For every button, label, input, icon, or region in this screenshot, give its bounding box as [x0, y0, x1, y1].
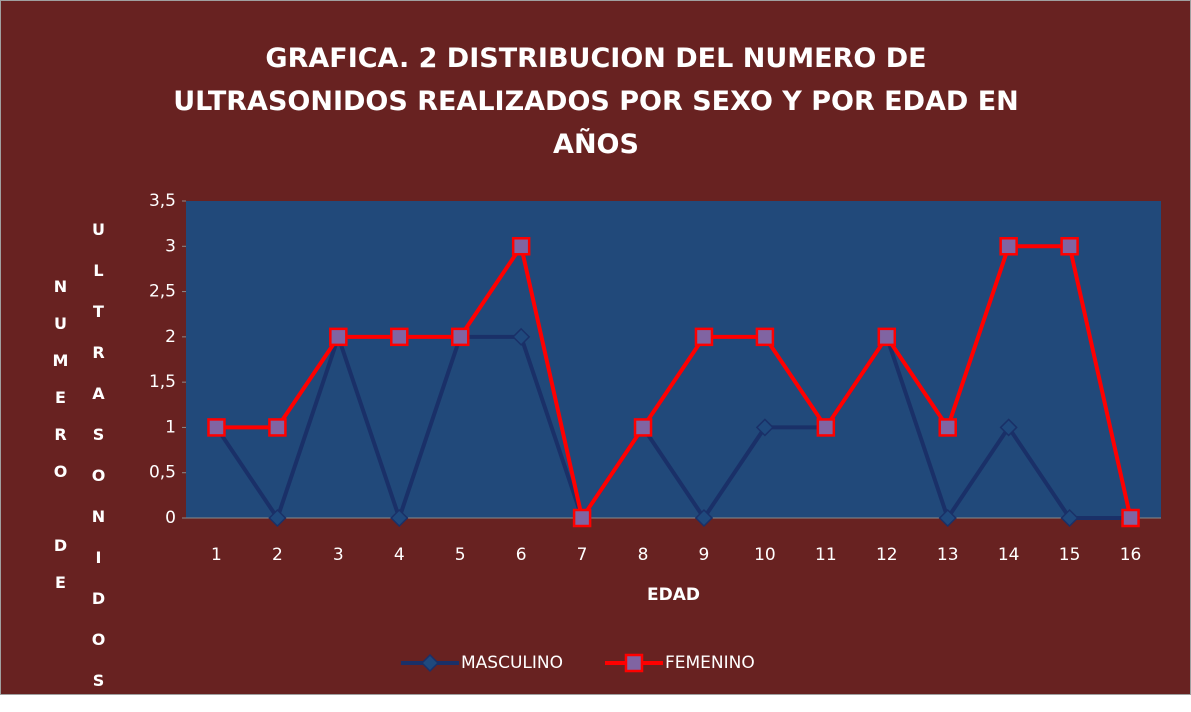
marker	[1060, 508, 1079, 528]
y-tick-label: 1,5	[149, 372, 176, 392]
marker	[207, 418, 226, 437]
x-tick-label: 8	[638, 545, 649, 565]
chart-title: GRAFICA. 2 DISTRIBUCION DEL NUMERO DE UL…	[173, 43, 1019, 160]
x-tick-label: 15	[1059, 545, 1081, 565]
marker	[694, 508, 714, 528]
marker	[450, 327, 470, 347]
marker	[877, 327, 897, 347]
chart-svg: 00,511,522,533,51 2 3 4 5 6 7 8 9 10 11 12 13 14 15 16E…	[149, 191, 1161, 673]
plot-area	[186, 201, 1161, 518]
marker	[268, 418, 287, 437]
y-tick-label: 3,5	[149, 191, 176, 211]
x-tick-label: 10	[754, 545, 776, 565]
marker	[1121, 508, 1140, 528]
x-tick-label: 7	[577, 545, 588, 565]
marker	[816, 418, 836, 437]
chart: 0 0,5 1 1,5 2 2,5 3 3,5 1 2 3 4 5 6 7 8 9 10 11 12 13 14 15 16 E…	[0, 0, 1191, 695]
marker	[999, 237, 1018, 256]
marker	[938, 508, 957, 528]
x-tick-label: 6	[516, 545, 527, 565]
marker	[755, 418, 774, 437]
y-axis-label: NUMERO DE	[51, 277, 70, 610]
x-tick-label: 16	[1120, 545, 1142, 565]
marker	[633, 418, 653, 437]
series-line	[214, 334, 1131, 520]
marker	[390, 327, 409, 347]
legend-label: FEMENINO	[665, 653, 755, 673]
marker	[694, 327, 714, 347]
marker	[999, 418, 1018, 437]
x-tick-label: 14	[998, 545, 1020, 565]
y-tick-label: 1	[165, 417, 176, 437]
marker	[572, 508, 592, 528]
x-tick-label: 2	[272, 545, 283, 565]
x-tick-label: 13	[937, 545, 959, 565]
marker	[511, 237, 531, 256]
x-tick-label: 12	[876, 545, 898, 565]
marker	[512, 327, 531, 346]
x-tick-label: 5	[455, 545, 466, 565]
marker	[624, 653, 644, 673]
y-axis-label: ULTRASONIDOS	[89, 220, 108, 712]
series-line	[216, 244, 1133, 520]
marker	[420, 653, 440, 673]
marker	[1060, 237, 1079, 256]
y-tick-label: 2	[165, 327, 176, 347]
x-axis-label: EDAD	[647, 585, 700, 605]
x-tick-label: 9	[699, 545, 710, 565]
x-tick-label: 1	[211, 545, 222, 565]
marker	[938, 418, 957, 437]
x-tick-label: 4	[394, 545, 405, 565]
y-tick-label: 3	[165, 236, 176, 256]
marker	[390, 508, 409, 528]
marker	[755, 327, 775, 347]
marker	[329, 327, 348, 347]
marker	[268, 508, 287, 528]
legend-label: MASCULINO	[461, 653, 563, 673]
y-tick-label: 0	[165, 508, 176, 528]
x-tick-label: 3	[333, 545, 344, 565]
y-tick-label: 0,5	[149, 463, 176, 483]
x-tick-label: 11	[815, 545, 837, 565]
y-tick-label: 2,5	[149, 282, 176, 302]
